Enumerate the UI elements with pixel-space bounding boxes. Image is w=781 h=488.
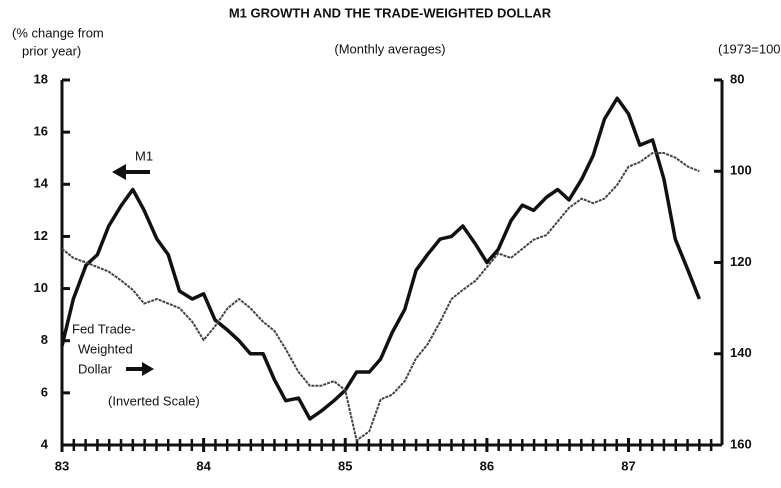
y2-tick-label: 100 <box>730 163 752 178</box>
series-label: Dollar <box>78 361 113 376</box>
y-tick-label: 10 <box>34 280 48 295</box>
series-label: Fed Trade- <box>72 321 136 336</box>
annotation: (Inverted Scale) <box>108 393 200 408</box>
y-tick-label: 4 <box>41 436 49 451</box>
y2-tick-label: 120 <box>730 254 752 269</box>
y2-tick-label: 140 <box>730 345 752 360</box>
y-tick-label: 8 <box>41 332 48 347</box>
x-tick-label: 84 <box>196 458 211 473</box>
y-axis-label: prior year) <box>22 43 81 58</box>
y2-tick-label: 80 <box>730 71 744 86</box>
y-tick-label: 14 <box>34 176 49 191</box>
series-line <box>61 152 700 442</box>
x-tick-label: 87 <box>621 458 635 473</box>
chart-subtitle: (Monthly averages) <box>334 41 445 56</box>
y-tick-label: 18 <box>34 71 48 86</box>
arrow <box>112 164 150 180</box>
series-label: Weighted <box>78 341 133 356</box>
y2-axis-label: (1973=100) <box>718 41 781 56</box>
series-line <box>60 96 701 421</box>
y2-tick-label: 160 <box>730 436 752 451</box>
x-tick-label: 85 <box>338 458 352 473</box>
series-label: M1 <box>135 148 153 163</box>
y-tick-label: 12 <box>34 228 48 243</box>
chart-title: M1 GROWTH AND THE TRADE-WEIGHTED DOLLAR <box>229 5 552 20</box>
y-tick-label: 6 <box>41 384 48 399</box>
arrow <box>126 362 154 376</box>
x-tick-label: 83 <box>55 458 69 473</box>
y-tick-label: 16 <box>34 124 48 139</box>
x-tick-label: 86 <box>480 458 494 473</box>
y-axis-label: (% change from <box>12 25 104 40</box>
